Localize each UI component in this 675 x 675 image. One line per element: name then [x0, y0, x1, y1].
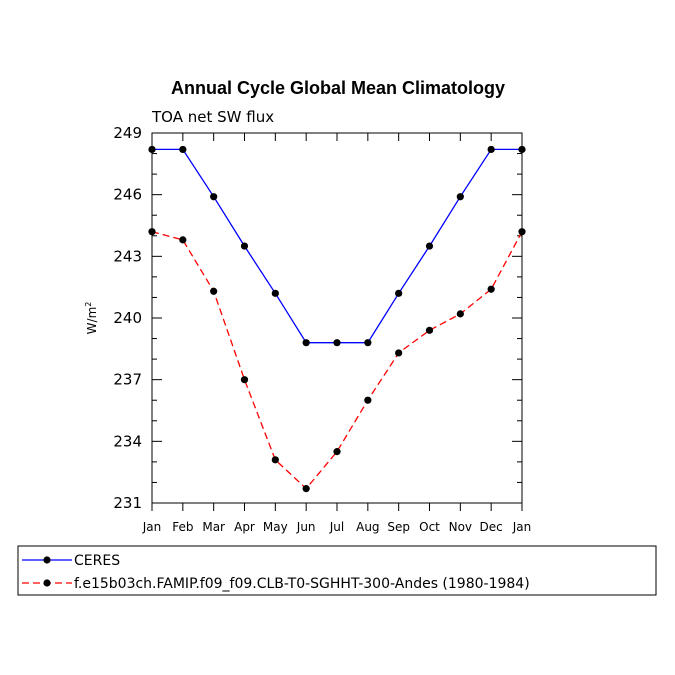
- x-tick-label: Jan: [142, 520, 162, 534]
- series-2-point: [179, 236, 187, 244]
- series-2-point: [148, 228, 156, 236]
- chart-title: Annual Cycle Global Mean Climatology: [171, 78, 505, 98]
- y-tick-label: 234: [113, 432, 142, 450]
- series-2-point: [518, 228, 526, 236]
- series-1-point: [179, 145, 187, 154]
- series-2-point: [333, 448, 341, 456]
- y-tick-label: 231: [113, 494, 142, 512]
- series-1-point: [333, 339, 341, 347]
- x-tick-label: Nov: [449, 520, 472, 534]
- chart-subtitle: TOA net SW flux: [151, 108, 274, 126]
- series-1-point: [395, 289, 403, 297]
- y-tick-label: 249: [113, 124, 142, 142]
- x-tick-label: Jun: [296, 520, 316, 534]
- legend: CERES f.e15b03ch.FAMIP.f09_f09.CLB-T0-SGH…: [22, 553, 530, 592]
- y-tick-label: 246: [113, 186, 142, 204]
- y-tick-label: 240: [113, 309, 142, 327]
- series-2-point: [425, 326, 434, 334]
- series-1-point: [518, 145, 526, 154]
- y-tick-label: 243: [113, 247, 142, 265]
- legend-marker-2: [43, 579, 51, 587]
- series-2-point: [302, 485, 310, 493]
- series-1-point: [210, 193, 218, 201]
- legend-label-1: CERES: [74, 553, 120, 569]
- x-tick-label: Feb: [172, 520, 193, 534]
- series-2-point: [395, 349, 403, 357]
- series-2-point: [456, 310, 464, 318]
- legend-box: [17, 545, 657, 596]
- x-tick-labels: Jan Feb Mar Apr May Jun Jul Aug Sep Oct Nov Dec Jan: [142, 520, 532, 534]
- x-tick-label: Aug: [356, 520, 379, 534]
- x-tick-label: Jul: [329, 520, 344, 534]
- series-1-point: [487, 145, 495, 154]
- series-1-point: [240, 242, 249, 250]
- series-2-point: [210, 287, 218, 295]
- x-tick-label: Jan: [512, 520, 532, 534]
- series-2-point: [487, 285, 495, 293]
- series-1-point: [271, 289, 279, 297]
- y-tick-labels: 231 234 237 240 243 246 249: [113, 124, 142, 512]
- series-1-point: [148, 145, 156, 154]
- series-layer: [148, 145, 526, 493]
- legend-marker-1: [43, 556, 51, 564]
- series-2-point: [364, 396, 372, 404]
- plot-frame: [151, 132, 523, 504]
- series-line-1: [152, 148, 522, 344]
- x-tick-label: May: [263, 520, 288, 534]
- y-tick-label: 237: [113, 371, 142, 389]
- series-2-point: [271, 456, 279, 464]
- x-tick-label: Dec: [480, 520, 503, 534]
- series-2-point: [240, 376, 249, 384]
- y-axis-label: W/m2: [84, 302, 99, 335]
- series-1-point: [364, 339, 372, 347]
- x-tick-label: Sep: [387, 520, 410, 534]
- legend-label-2: f.e15b03ch.FAMIP.f09_f09.CLB-T0-SGHHT-30…: [74, 576, 530, 592]
- series-1-point: [302, 339, 310, 347]
- x-tick-label: Apr: [234, 520, 255, 534]
- series-1-point: [456, 193, 464, 201]
- x-tick-label: Oct: [419, 520, 440, 534]
- axis-ticks: [151, 132, 523, 511]
- x-tick-label: Mar: [202, 520, 225, 534]
- series-1-point: [425, 242, 434, 250]
